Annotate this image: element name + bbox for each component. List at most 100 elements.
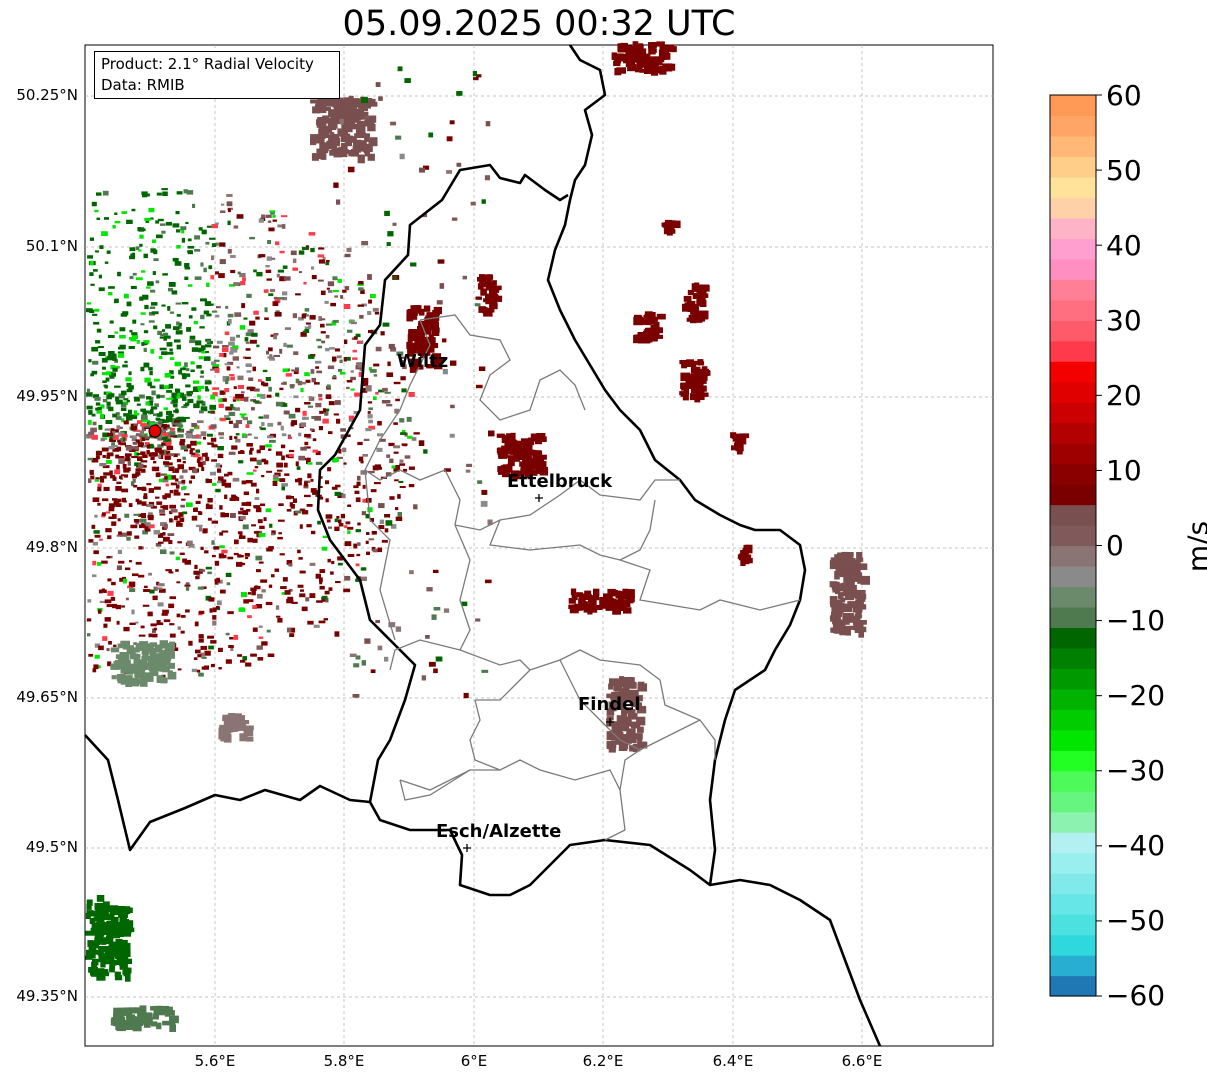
- echo-pixel: [240, 659, 246, 663]
- echo-pixel: [110, 916, 119, 926]
- echo-pixel: [135, 246, 140, 251]
- echo-pixel: [472, 71, 477, 77]
- echo-pixel: [265, 444, 272, 448]
- echo-pixel: [218, 403, 224, 408]
- echo-pixel: [143, 585, 148, 589]
- echo-pixel: [482, 282, 493, 287]
- echo-pixel: [87, 618, 92, 622]
- echo-pixel: [132, 1024, 142, 1032]
- echo-pixel: [184, 373, 191, 377]
- echo-pixel: [346, 120, 354, 130]
- echo-pixel: [173, 489, 179, 493]
- echo-pixel: [87, 255, 93, 259]
- echo-pixel: [126, 382, 132, 388]
- echo-pixel: [164, 419, 169, 423]
- echo-pixel: [86, 405, 93, 410]
- echo-pixel: [227, 471, 233, 476]
- echo-pixel: [155, 543, 162, 547]
- echo-pixel: [422, 213, 428, 218]
- echo-pixel: [420, 350, 428, 358]
- echo-pixel: [185, 609, 190, 613]
- echo-pixel: [327, 118, 338, 123]
- echo-pixel: [312, 106, 321, 114]
- echo-pixel: [175, 417, 183, 422]
- echo-pixel: [698, 314, 709, 319]
- echo-pixel: [156, 449, 162, 452]
- echo-pixel: [174, 422, 181, 426]
- echo-pixel: [249, 339, 257, 344]
- echo-pixel: [356, 340, 361, 344]
- echo-pixel: [446, 136, 453, 142]
- echo-pixel: [168, 413, 174, 417]
- echo-pixel: [254, 497, 260, 500]
- echo-pixel: [481, 669, 489, 673]
- echo-pixel: [215, 271, 219, 275]
- echo-pixel: [309, 428, 314, 431]
- city-label-wiltz: Wiltz: [397, 351, 449, 372]
- echo-pixel: [344, 98, 350, 107]
- echo-pixel: [368, 138, 374, 147]
- colorbar-segment: [1050, 299, 1096, 321]
- echo-pixel: [115, 604, 122, 610]
- echo-pixel: [112, 437, 119, 440]
- echo-pixel: [164, 464, 170, 468]
- echo-pixel: [142, 294, 149, 300]
- echo-pixel: [173, 410, 179, 413]
- echo-pixel: [163, 461, 170, 465]
- echo-pixel: [193, 657, 198, 660]
- echo-pixel: [620, 53, 627, 59]
- echo-pixel: [534, 464, 544, 470]
- echo-pixel: [261, 641, 268, 646]
- echo-pixel: [140, 228, 146, 232]
- echo-pixel: [124, 907, 133, 913]
- echo-pixel: [109, 436, 116, 441]
- echo-pixel: [336, 355, 342, 359]
- echo-pixel: [636, 59, 645, 68]
- echo-pixel: [162, 425, 167, 430]
- echo-pixel: [330, 302, 336, 307]
- echo-pixel: [92, 360, 99, 365]
- echo-pixel: [198, 638, 204, 643]
- echo-pixel: [181, 302, 189, 305]
- echo-pixel: [114, 212, 118, 215]
- echo-pixel: [235, 393, 242, 399]
- echo-pixel: [102, 455, 106, 458]
- colorbar-segment: [1050, 443, 1096, 465]
- echo-pixel: [241, 562, 246, 566]
- echo-pixel: [257, 593, 263, 599]
- echo-pixel: [476, 74, 482, 78]
- echo-pixel: [632, 41, 639, 50]
- echo-pixel: [112, 603, 118, 609]
- echo-pixel: [304, 372, 310, 377]
- echo-pixel: [397, 494, 401, 499]
- echo-pixel: [377, 645, 383, 651]
- echo-pixel: [848, 615, 858, 623]
- echo-pixel: [129, 653, 138, 660]
- echo-pixel: [611, 722, 618, 732]
- echo-pixel: [169, 1021, 176, 1028]
- echo-pixel: [633, 316, 644, 326]
- echo-pixel: [232, 725, 240, 732]
- echo-pixel: [329, 347, 335, 350]
- echo-pixel: [90, 283, 95, 286]
- echo-pixel: [327, 384, 331, 389]
- echo-pixel: [688, 360, 698, 365]
- echo-pixel: [169, 504, 176, 509]
- echo-pixel: [401, 443, 408, 446]
- echo-pixel: [144, 528, 151, 532]
- echo-pixel: [93, 530, 100, 534]
- echo-pixel: [93, 916, 104, 921]
- echo-pixel: [167, 673, 177, 680]
- echo-pixel: [327, 365, 335, 370]
- echo-pixel: [225, 572, 232, 577]
- echo-pixel: [178, 369, 183, 375]
- echo-pixel: [200, 652, 206, 657]
- echo-pixel: [118, 560, 125, 564]
- echo-pixel: [242, 656, 247, 661]
- echo-pixel: [187, 393, 192, 396]
- echo-pixel: [689, 378, 699, 385]
- echo-pixel: [701, 366, 708, 374]
- echo-pixel: [220, 210, 226, 213]
- echo-pixel: [739, 436, 746, 445]
- echo-pixel: [613, 684, 622, 692]
